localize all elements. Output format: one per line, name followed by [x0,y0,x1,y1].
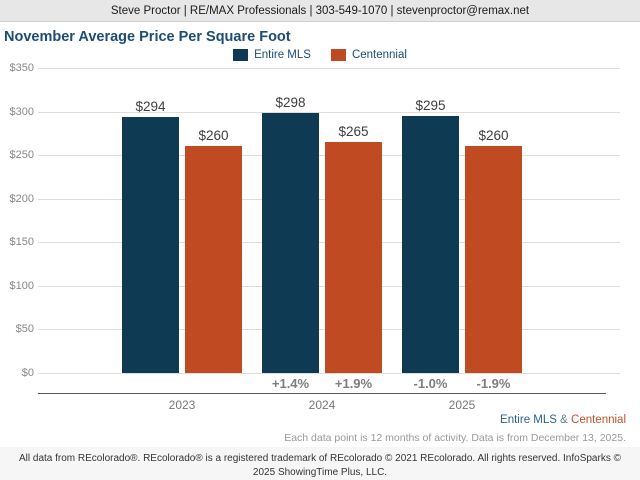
pct-change-label: -1.0% [413,376,448,391]
bar-entire-mls-2023 [122,117,179,373]
bar-centennial-2025 [465,146,522,373]
centennial-swatch-icon [330,49,346,61]
x-axis-year-label: 2024 [308,398,336,412]
gridline-350 [38,68,620,69]
agent-header-bar: Steve Proctor | RE/MAX Professionals | 3… [0,0,640,22]
series-footnote-centennial: Centennial [571,414,626,426]
y-axis-tick-label: $50 [15,323,34,335]
chart-legend: Entire MLS Centennial [0,49,640,61]
plot-area: $350 $300 $250 $200 $150 $100 $50 $0 $294 $260 202… [0,62,640,412]
legend-label-entire-mls: Entire MLS [254,49,311,61]
series-footnote-ampersand: & [560,414,568,426]
entire-mls-swatch-icon [233,49,249,61]
x-axis-year-label: 2025 [448,398,476,412]
pct-change-label: +1.9% [334,376,373,391]
bar-value-label: $260 [478,128,509,143]
series-footnote: Entire MLS & Centennial [500,414,626,426]
x-axis-year-label: 2023 [168,398,196,412]
y-axis-tick-label: $150 [9,236,34,248]
gridline-0 [38,373,620,374]
y-axis-tick-label: $300 [9,106,34,118]
x-axis-line [38,393,606,394]
bar-value-label: $295 [415,98,446,113]
bar-entire-mls-2025 [402,116,459,373]
y-axis-tick-label: $350 [9,62,34,74]
pct-change-label: +1.4% [271,376,310,391]
y-axis-tick-label: $0 [21,367,34,379]
footer-band: All data from REcolorado®. REcolorado® i… [0,447,640,480]
gridline-300 [38,112,620,113]
bar-value-label: $265 [338,124,369,139]
chart-title: November Average Price Per Square Foot [4,29,291,45]
bar-value-label: $298 [275,95,306,110]
bar-value-label: $260 [198,128,229,143]
bar-entire-mls-2024 [262,113,319,373]
data-activity-note: Each data point is 12 months of activity… [284,432,626,444]
pct-change-label: -1.9% [476,376,511,391]
y-axis-tick-label: $250 [9,149,34,161]
legend-label-centennial: Centennial [351,49,407,61]
y-axis-tick-label: $100 [9,280,34,292]
bar-centennial-2024 [325,142,382,373]
copyright-disclaimer: All data from REcolorado®. REcolorado® i… [19,453,621,478]
legend-item-centennial: Centennial [330,49,407,61]
bar-centennial-2023 [185,146,242,373]
bar-value-label: $294 [135,99,166,114]
series-footnote-entire-mls: Entire MLS [500,414,557,426]
agent-contact-text: Steve Proctor | RE/MAX Professionals | 3… [110,4,530,17]
y-axis-tick-label: $200 [9,193,34,205]
legend-item-entire-mls: Entire MLS [233,49,311,61]
